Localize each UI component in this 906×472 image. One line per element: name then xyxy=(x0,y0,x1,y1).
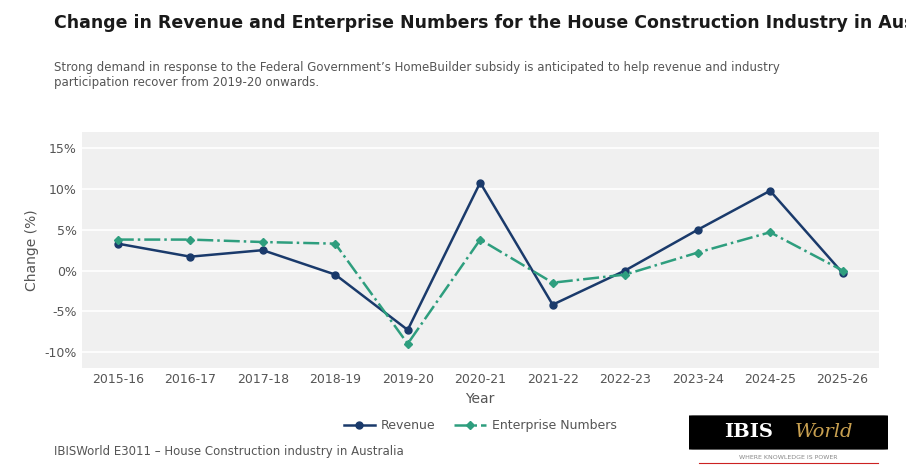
Text: World: World xyxy=(795,423,853,441)
Text: Strong demand in response to the Federal Government’s HomeBuilder subsidy is ant: Strong demand in response to the Federal… xyxy=(54,61,780,89)
X-axis label: Year: Year xyxy=(466,392,495,405)
Y-axis label: Change (%): Change (%) xyxy=(24,210,39,291)
Text: WHERE KNOWLEDGE IS POWER: WHERE KNOWLEDGE IS POWER xyxy=(739,455,837,460)
FancyBboxPatch shape xyxy=(685,415,892,450)
Text: IBISWorld E3011 – House Construction industry in Australia: IBISWorld E3011 – House Construction ind… xyxy=(54,445,404,458)
Legend: Revenue, Enterprise Numbers: Revenue, Enterprise Numbers xyxy=(339,414,622,438)
Text: IBIS: IBIS xyxy=(724,423,773,441)
Text: Change in Revenue and Enterprise Numbers for the House Construction Industry in : Change in Revenue and Enterprise Numbers… xyxy=(54,14,906,32)
